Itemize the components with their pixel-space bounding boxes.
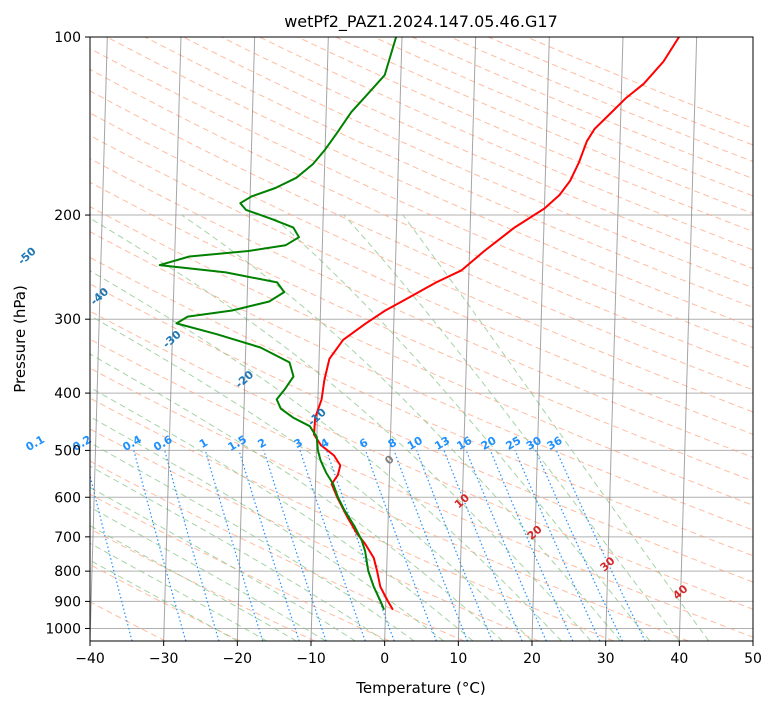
moist-adiabat-line [90,353,503,641]
mixing-ratio-line [465,450,547,641]
dry-adiabat-line [411,37,753,180]
dry-adiabat-line [90,68,753,370]
dry-adiabat-line [90,367,689,641]
temperature-profile-line [313,37,680,611]
moist-adiabat-line [90,506,326,641]
dry-adiabat-line [90,181,753,482]
moist-adiabat-line [90,386,474,641]
isotherm-line [531,37,550,641]
moist-adiabat-line [343,214,680,641]
isotherm-line [605,37,624,641]
x-tick-label: 20 [523,651,541,667]
mixing-ratio-lines [90,450,646,641]
x-tick-label: −30 [149,651,179,667]
dry-adiabat-line [90,428,539,641]
chart-title: wetPf2_PAZ1.2024.147.05.46.G17 [284,12,558,32]
dry-adiabat-line [90,158,753,458]
mixing-ratio-line [364,450,437,641]
mixing-ratio-line [133,450,187,641]
dry-adiabat-line [90,460,465,641]
dry-adiabat-line [90,338,753,638]
y-tick-label: 900 [54,594,81,610]
isotherm-line [90,37,108,641]
y-axis-title: Pressure (hPa) [11,285,29,393]
dry-adiabat-line [90,493,390,641]
x-tick-label: 40 [670,651,688,667]
axes: −40 −30 −20 −10 0 10 20 30 40 50 100 200 300 400 500 60… [45,30,762,667]
mixing-ratio-line [443,450,523,641]
mixing-ratio-line [393,450,469,641]
y-tick-label: 200 [54,208,81,224]
y-tick-label: 500 [54,443,81,459]
moist-adiabat-line [270,214,651,641]
x-tick-label: 10 [449,651,467,667]
dry-adiabat-line [450,37,753,163]
mixing-ratio-line [263,450,327,641]
y-tick-label: 700 [54,530,81,546]
x-tick-label: 50 [744,651,762,667]
y-tick-label: 400 [54,386,81,402]
dewpoint-profile-line [158,37,398,611]
moist-adiabat-line [90,270,562,641]
dry-adiabat-line [90,112,753,413]
plot-frame [89,36,754,642]
isotherm-line [384,37,403,641]
moist-adiabat-line [181,214,621,641]
dry-adiabat-line [335,37,753,215]
mixing-ratio-line [238,450,300,641]
y-tick-label: 100 [54,30,81,46]
x-tick-label: −10 [296,651,326,667]
moist-adiabat-line [90,442,415,641]
isotherm-line [678,37,698,641]
moist-adiabat-line [90,315,533,641]
moist-adiabat-line [90,525,297,641]
x-axis-title: Temperature (°C) [355,679,485,697]
moist-adiabat-line [90,416,444,641]
dry-adiabat-line [90,231,753,531]
dry-adiabat-line [90,134,753,435]
isotherm-line [310,37,329,641]
dry-adiabat-line [90,283,753,583]
x-tick-label: 0 [380,651,389,667]
y-tick-label: 600 [54,490,81,506]
dry-adiabat-line [90,256,753,557]
isotherm-line [457,37,477,641]
skewed-isotherms [90,37,753,641]
dry-adiabat-line [488,37,753,146]
sounding-profiles [158,37,680,611]
y-tick-label: 300 [54,312,81,328]
mixing-ratio-line [164,450,220,641]
y-tick-label: 1000 [45,621,81,637]
x-tick-label: 30 [597,651,615,667]
mixing-ratio-line [299,450,366,641]
isotherm-line [236,37,256,641]
moist-adiabat-line [402,214,710,641]
moist-adiabat-line [90,486,356,641]
x-tick-label: −20 [223,651,253,667]
y-tick-label: 800 [54,564,81,580]
mixing-ratio-line [489,450,574,641]
mixing-ratio-line [204,450,264,641]
moist-adiabats [90,214,710,641]
dry-adiabat-line [90,310,753,610]
x-tick-label: −40 [75,651,105,667]
isotherm-line [163,37,182,641]
plot-background [90,37,753,641]
dry-adiabat-line [90,90,753,391]
